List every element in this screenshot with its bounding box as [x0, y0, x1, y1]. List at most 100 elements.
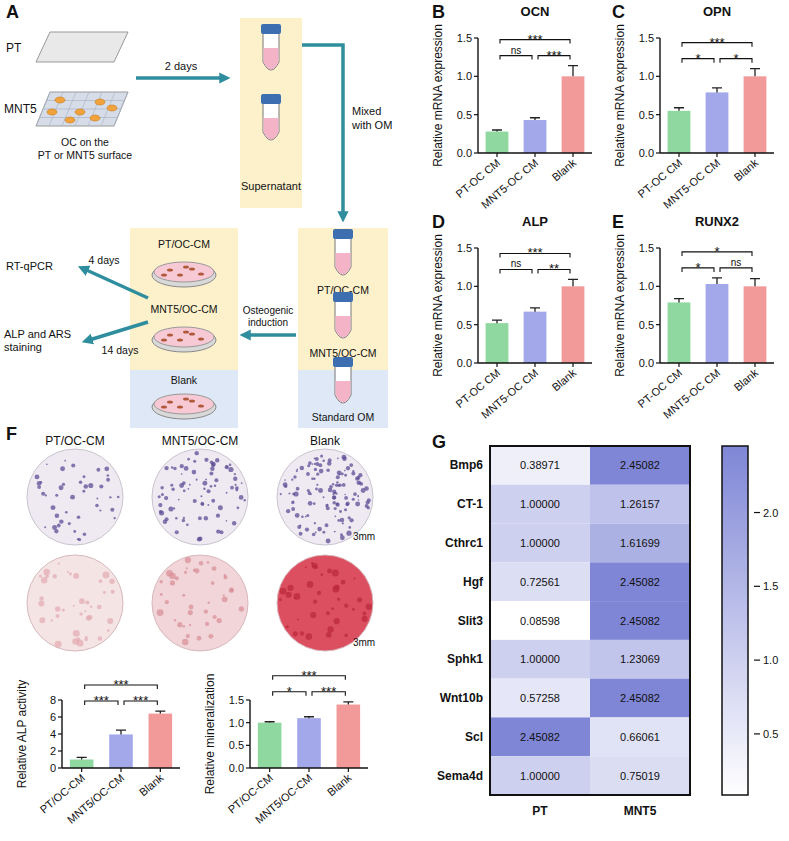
- cell: [65, 117, 75, 123]
- stain-speck: [279, 598, 282, 601]
- stain-speck: [104, 466, 109, 471]
- error-bar: [116, 730, 126, 734]
- panel-label: G: [432, 432, 446, 452]
- x-tick: [120, 768, 121, 772]
- stain-speck: [214, 485, 216, 487]
- stain-speck: [175, 576, 179, 580]
- y-tick: [474, 324, 478, 325]
- cell: [198, 337, 204, 340]
- heatmap-cell: [490, 756, 590, 795]
- x-tick-label: MNT5/OC-CM: [65, 771, 127, 825]
- stain-speck: [335, 515, 337, 517]
- cell: [167, 333, 173, 336]
- stain-speck: [199, 561, 203, 565]
- label: Osteogenicinduction: [243, 305, 294, 328]
- stain-speck: [348, 516, 351, 519]
- stain-speck: [83, 484, 88, 489]
- x-tick: [678, 153, 679, 157]
- stain-speck: [226, 520, 228, 522]
- stain-speck: [336, 481, 339, 484]
- tube: [263, 33, 279, 70]
- stain-speck: [37, 481, 42, 486]
- stain-speck: [314, 522, 316, 524]
- stain-speck: [186, 523, 189, 526]
- y-tick: [246, 767, 250, 768]
- stain-speck: [187, 458, 190, 461]
- stain-speck: [300, 631, 304, 635]
- y-axis: [659, 248, 660, 363]
- stain-speck: [173, 467, 177, 471]
- cell: [167, 400, 173, 403]
- error-bar: [530, 308, 540, 312]
- stain-speck: [70, 495, 75, 500]
- y-tick-label: 0.5: [457, 319, 472, 331]
- cell: [75, 109, 85, 115]
- stain-speck: [364, 486, 369, 491]
- plot-marks: [486, 279, 585, 363]
- stain-speck: [55, 494, 58, 497]
- stain-speck: [220, 530, 224, 534]
- stain-speck: [157, 609, 164, 616]
- stain-speck: [287, 585, 293, 591]
- stain-speck: [194, 568, 199, 573]
- stain-speck: [344, 474, 347, 477]
- stain-speck: [326, 632, 332, 638]
- colorbar-tick-label: 2.0: [763, 507, 778, 519]
- y-tick: [656, 286, 660, 287]
- stain-speck: [291, 507, 295, 511]
- y-tick-label: 0.0: [457, 147, 472, 159]
- significance-label: ***: [133, 693, 148, 708]
- stain-speck: [315, 488, 318, 491]
- stain-speck: [338, 484, 341, 487]
- x-tick-label: Blank: [549, 366, 578, 393]
- stain-speck: [307, 581, 314, 588]
- error-bar: [568, 279, 578, 286]
- tube-cap: [333, 229, 353, 239]
- stain-speck: [342, 522, 344, 524]
- row-label: CT-1: [457, 497, 483, 511]
- error-bar: [343, 702, 353, 705]
- stain-speck: [40, 481, 43, 484]
- error-bar: [155, 711, 165, 714]
- cell-label: 2.45082: [620, 459, 660, 471]
- heatmap-cell: [490, 485, 590, 524]
- error-bar: [750, 69, 760, 77]
- y-tick: [656, 114, 660, 115]
- label-line: Osteogenic: [243, 305, 294, 316]
- stain-speck: [325, 504, 328, 507]
- stain-speck: [182, 594, 185, 597]
- stain-speck: [342, 455, 347, 460]
- stain-speck: [98, 636, 103, 641]
- label-line: induction: [248, 317, 288, 328]
- stain-speck: [367, 498, 371, 502]
- label: MNT5: [4, 102, 37, 116]
- stain-speck: [194, 451, 198, 455]
- stain-speck: [215, 458, 219, 462]
- stain-speck: [159, 510, 163, 514]
- bar: [258, 723, 282, 768]
- stain-speck: [294, 597, 296, 599]
- stain-speck: [200, 502, 204, 506]
- stain-speck: [358, 473, 362, 477]
- y-tick: [656, 76, 660, 77]
- x-tick: [160, 768, 161, 772]
- stain-speck: [286, 509, 290, 513]
- tube-liquid: [264, 118, 279, 140]
- heatmap-cell: [590, 485, 690, 524]
- label: RT-qPCR: [6, 260, 53, 272]
- stain-speck: [73, 573, 79, 579]
- label: Mixedwith OM: [351, 105, 392, 131]
- tube-cap: [261, 94, 281, 104]
- x-tick: [496, 363, 497, 367]
- stain-speck: [68, 522, 71, 525]
- stain-speck: [296, 470, 298, 472]
- chart-title: OPN: [703, 4, 731, 19]
- stain-speck: [180, 464, 184, 468]
- cell-label: 0.57258: [520, 692, 560, 704]
- x-tick-label: Blank: [549, 156, 578, 183]
- stain-speck: [87, 615, 92, 620]
- bar: [524, 312, 547, 363]
- y-tick: [474, 286, 478, 287]
- dish: [152, 395, 216, 419]
- chart-title: ALP: [522, 214, 548, 229]
